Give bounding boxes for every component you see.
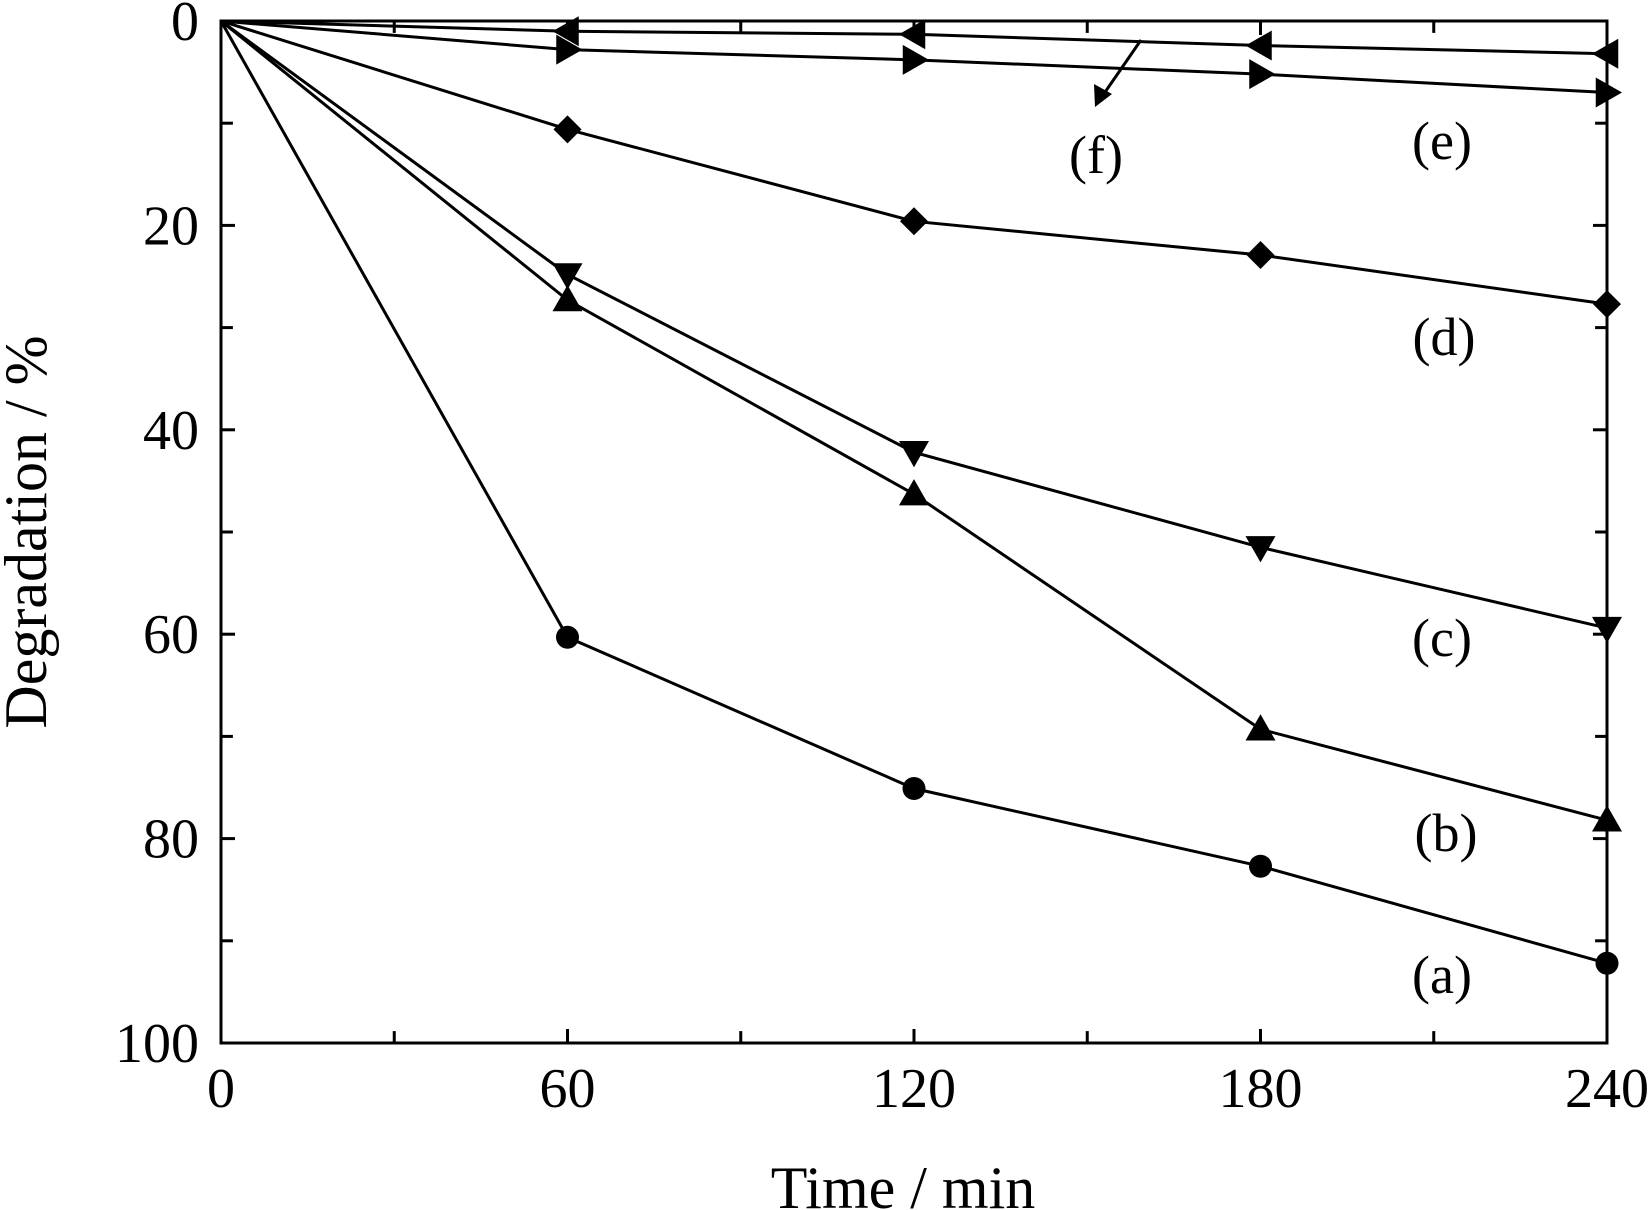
series-label: (b) (1415, 803, 1478, 863)
data-point (556, 34, 583, 65)
data-point (902, 777, 926, 801)
data-point (1592, 805, 1622, 832)
series-b (220, 19, 1622, 832)
data-point (1593, 290, 1621, 319)
series-a (219, 20, 1619, 975)
series-e (220, 16, 1619, 69)
data-point (1246, 241, 1275, 270)
data-point (1245, 714, 1276, 741)
x-tick-label: 60 (540, 1058, 596, 1120)
x-tick-label: 120 (872, 1058, 956, 1120)
data-point (1595, 951, 1619, 975)
data-point (899, 19, 926, 50)
y-axis-title: Degradation / % (0, 335, 59, 728)
series-labels: (a) (b) (c) (d) (e) (f) (1069, 111, 1477, 1005)
data-point (902, 44, 929, 75)
data-point (900, 207, 928, 236)
series-c (220, 19, 1622, 644)
data-point (1592, 616, 1622, 644)
annotation-arrow (1094, 39, 1143, 107)
series-label: (e) (1412, 111, 1472, 171)
series-line (220, 19, 1608, 822)
series-d (220, 19, 1621, 319)
x-axis-title: Time / min (771, 1155, 1036, 1210)
data-point (552, 263, 583, 290)
data-point (553, 115, 582, 144)
series-line (220, 19, 1608, 630)
data-point (1592, 38, 1619, 69)
series-label: (c) (1412, 608, 1472, 668)
series-label: (f) (1069, 125, 1123, 185)
x-tick-label: 180 (1219, 1058, 1303, 1120)
data-point (1249, 59, 1276, 90)
series-layer (219, 16, 1622, 975)
data-point (552, 16, 579, 47)
x-tick-label: 0 (207, 1058, 235, 1120)
data-point (1245, 30, 1272, 61)
data-point (556, 625, 579, 649)
series-label: (a) (1412, 945, 1472, 1005)
data-point (1249, 854, 1272, 878)
data-point (1595, 77, 1622, 108)
data-point (1245, 536, 1276, 563)
data-point (552, 285, 583, 312)
series-f (220, 19, 1622, 108)
x-tick-label: 240 (1565, 1058, 1649, 1120)
y-tick-label: 40 (143, 400, 199, 462)
data-point (899, 479, 929, 506)
y-tick-label: 100 (115, 1013, 199, 1075)
series-label: (d) (1413, 307, 1476, 367)
y-tick-label: 20 (143, 195, 199, 257)
data-point (899, 441, 929, 468)
axis-ticks: 0 60 120 180 240 0 20 40 60 80 100 (115, 0, 1649, 1120)
y-tick-label: 0 (171, 0, 199, 53)
y-tick-label: 60 (143, 604, 199, 666)
y-tick-label: 80 (143, 809, 199, 871)
